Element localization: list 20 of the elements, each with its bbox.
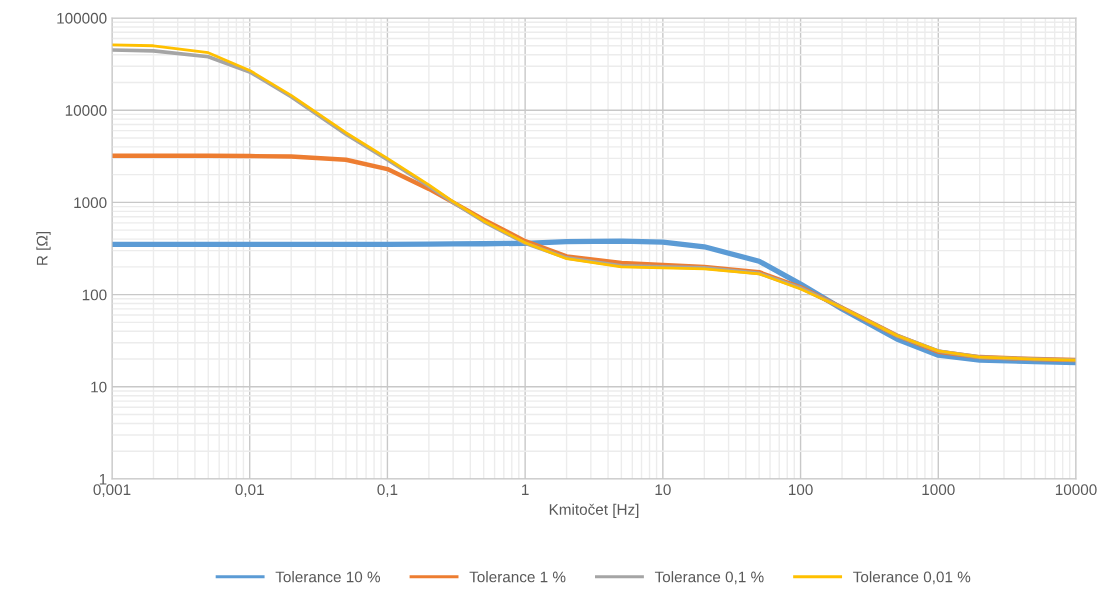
x-tick-label: 1: [522, 484, 529, 495]
x-axis-title: Kmitočet [Hz]: [549, 503, 639, 518]
x-tick-label: 0,001: [93, 484, 131, 497]
x-tick-label: 10: [655, 484, 671, 496]
x-tick-label: 1000: [922, 484, 955, 496]
legend-label: Tolerance 0,01 %: [853, 571, 971, 585]
y-tick-label: 1000: [74, 197, 107, 209]
x-tick-label: 10000: [1055, 484, 1097, 496]
x-tick-label: 0,01: [235, 484, 264, 497]
y-tick-label: 10000: [65, 105, 107, 116]
legend-label: Tolerance 10 %: [275, 571, 381, 583]
y-axis-title: R [Ω]: [36, 231, 51, 265]
x-tick-label: 0,1: [377, 484, 398, 497]
y-tick-label: 1: [99, 474, 107, 485]
x-tick-label: 100: [788, 484, 813, 496]
y-tick-label: 10: [91, 381, 107, 393]
y-tick-label: 100000: [57, 12, 107, 24]
y-tick-label: 100: [82, 289, 107, 301]
legend-label: Tolerance 0,1 %: [654, 571, 764, 585]
legend-label: Tolerance 1 %: [469, 571, 566, 583]
